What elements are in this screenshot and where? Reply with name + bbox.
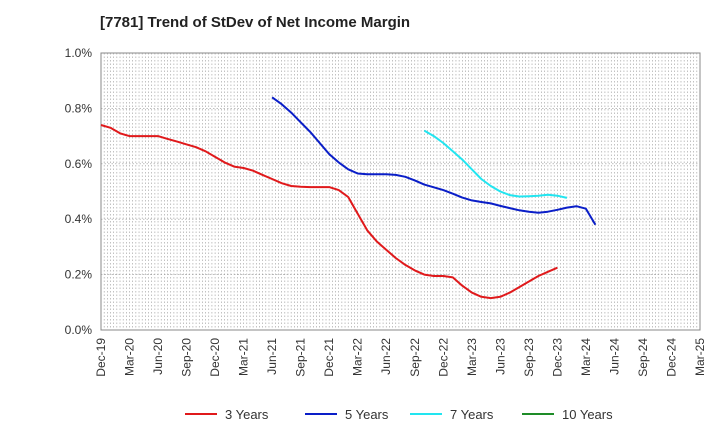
plot-frame	[100, 52, 701, 331]
x-tick-label: Jun-23	[493, 338, 507, 375]
x-tick-label: Jun-24	[607, 338, 621, 375]
x-tick-label: Jun-22	[379, 338, 393, 375]
axes: 0.0% 0.2% 0.4% 0.6% 0.8% 1.0% Dec-19 Mar-20 Jun-…	[65, 46, 707, 377]
y-tick-label: 0.0%	[65, 323, 93, 337]
legend: 3 Years 5 Years 7 Years 10 Years	[185, 407, 613, 422]
x-tick-label: Sep-20	[180, 338, 194, 377]
x-tick-label: Sep-22	[408, 338, 422, 377]
y-tick-label: 0.2%	[65, 268, 93, 282]
x-tick-label: Dec-23	[550, 338, 564, 377]
x-tick-label: Dec-20	[208, 338, 222, 377]
x-tick-label: Sep-21	[294, 338, 308, 377]
y-tick-label: 0.6%	[65, 157, 93, 171]
x-tick-label: Sep-24	[636, 338, 650, 377]
x-tick-label: Dec-21	[322, 338, 336, 377]
x-tick-label: Dec-24	[664, 338, 678, 377]
series-line-5-years	[271, 96, 597, 226]
x-tick-label: Mar-25	[693, 338, 707, 376]
legend-label-10-years: 10 Years	[562, 407, 613, 422]
legend-label-5-years: 5 Years	[345, 407, 389, 422]
legend-label-7-years: 7 Years	[450, 407, 494, 422]
y-tick-label: 1.0%	[65, 46, 93, 60]
x-tick-label: Mar-24	[579, 338, 593, 376]
chart-title: [7781] Trend of StDev of Net Income Marg…	[100, 14, 411, 31]
x-tick-label: Sep-23	[522, 338, 536, 377]
x-tick-label: Dec-19	[94, 338, 108, 377]
x-tick-label: Mar-20	[123, 338, 137, 376]
legend-label-3-years: 3 Years	[225, 407, 269, 422]
x-tick-label: Mar-22	[351, 338, 365, 376]
x-tick-label: Mar-21	[237, 338, 251, 376]
x-tick-label: Jun-21	[265, 338, 279, 375]
series-line-3-years	[100, 124, 558, 300]
x-tick-label: Dec-22	[436, 338, 450, 377]
x-tick-label: Jun-20	[151, 338, 165, 375]
grid	[100, 52, 701, 331]
series-line-7-years	[423, 129, 568, 199]
x-tick-label: Mar-23	[465, 338, 479, 376]
y-tick-label: 0.4%	[65, 212, 93, 226]
y-tick-label: 0.8%	[65, 101, 93, 115]
series-lines	[100, 96, 597, 300]
